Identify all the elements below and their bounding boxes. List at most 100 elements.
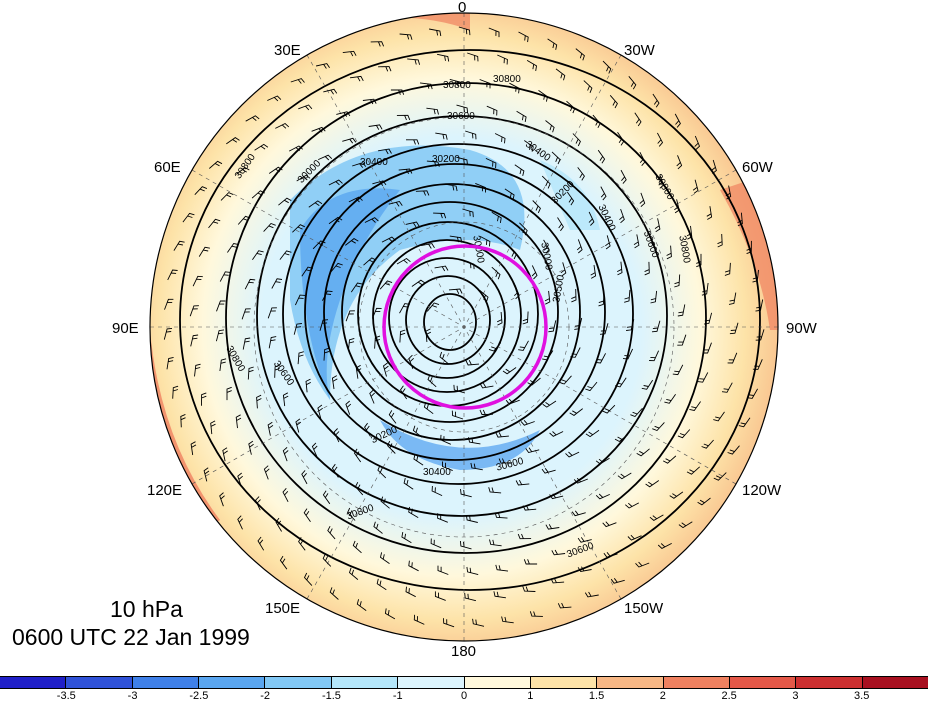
wind-barb xyxy=(388,410,397,424)
colorbar-tick-label: -3.5 xyxy=(56,690,76,702)
wind-barb xyxy=(491,211,502,223)
wind-barb xyxy=(252,250,264,261)
wind-barb xyxy=(242,337,251,350)
wind-barb xyxy=(545,120,555,133)
wind-barb xyxy=(318,154,333,161)
wind-barb xyxy=(237,215,251,225)
wind-barb xyxy=(311,442,318,457)
wind-barb xyxy=(527,377,541,386)
wind-barb xyxy=(407,58,421,65)
wind-barb xyxy=(522,586,536,592)
wind-barb xyxy=(652,422,665,432)
wind-barb xyxy=(293,323,302,335)
colorbar-cell xyxy=(729,677,797,688)
wind-barb xyxy=(374,335,381,349)
wind-barb xyxy=(354,481,364,496)
wind-barb xyxy=(182,212,195,223)
colorbar-cell xyxy=(199,677,266,688)
graticule xyxy=(150,13,778,641)
wind-barb xyxy=(222,447,228,462)
wind-barb xyxy=(406,139,420,145)
wind-barb xyxy=(529,611,543,617)
wind-barb xyxy=(641,379,654,390)
wind-barb xyxy=(437,565,449,575)
wind-barb xyxy=(288,145,303,152)
wind-barb xyxy=(571,288,577,303)
wind-barb xyxy=(551,151,561,165)
wind-barb xyxy=(322,290,333,301)
wind-barb xyxy=(368,124,383,130)
wind-barb xyxy=(515,479,530,486)
colorbar-cell xyxy=(530,677,598,688)
wind-barb xyxy=(650,290,658,304)
wind-barb xyxy=(518,31,529,43)
lon-label-90w: 90W xyxy=(786,320,817,337)
wind-barb xyxy=(577,167,585,181)
wind-barb xyxy=(706,206,713,220)
wind-barb xyxy=(654,218,661,233)
wind-barb xyxy=(298,104,313,111)
wind-barb xyxy=(387,440,396,454)
wind-barb xyxy=(208,218,221,229)
contour-label: 30600 xyxy=(447,111,475,122)
wind-barb xyxy=(610,578,625,584)
wind-barb xyxy=(548,320,557,333)
wind-barb xyxy=(531,265,538,280)
wind-barb xyxy=(295,418,302,433)
shaded-anomaly-field xyxy=(150,13,778,641)
wind-barb xyxy=(697,372,709,383)
contour-label: 30400 xyxy=(423,467,451,478)
wind-barb xyxy=(674,274,681,288)
wind-barb xyxy=(752,359,763,370)
wind-barb xyxy=(442,461,453,472)
wind-barb xyxy=(518,340,529,351)
wind-barb xyxy=(331,375,338,390)
wind-barb xyxy=(696,253,702,268)
wind-barb xyxy=(254,143,269,151)
wind-barb xyxy=(508,246,517,260)
wind-barb xyxy=(219,492,225,507)
wind-barb xyxy=(649,350,660,362)
wind-barb xyxy=(619,208,625,224)
wind-barb xyxy=(504,188,515,200)
wind-barb xyxy=(275,122,290,129)
colorbar-cell xyxy=(862,677,928,688)
wind-barb xyxy=(403,477,414,490)
wind-barb xyxy=(479,236,491,247)
wind-barb xyxy=(247,366,254,380)
wind-barb xyxy=(427,374,437,388)
wind-barb xyxy=(384,608,396,620)
wind-barb xyxy=(413,614,425,625)
wind-barb xyxy=(635,561,650,568)
wind-barb xyxy=(412,425,423,438)
colorbar-tick-label: 3.5 xyxy=(854,690,870,702)
wind-barb xyxy=(378,148,392,155)
wind-barb xyxy=(465,360,480,366)
height-contours xyxy=(179,49,761,591)
wind-barb xyxy=(377,465,387,479)
wind-barb xyxy=(349,75,364,82)
wind-barb xyxy=(555,68,566,81)
wind-barb xyxy=(362,98,377,105)
wind-barb xyxy=(426,107,439,115)
wind-barb xyxy=(493,591,506,599)
wind-barb xyxy=(373,521,383,534)
wind-barb xyxy=(345,238,359,246)
wind-barb xyxy=(347,507,356,521)
wind-barb xyxy=(702,342,712,354)
wind-barb xyxy=(353,448,362,463)
lon-label-30e: 30E xyxy=(274,42,301,59)
wind-barb xyxy=(290,78,305,84)
wind-barb xyxy=(423,402,434,415)
wind-barb xyxy=(426,160,440,167)
wind-barb xyxy=(459,540,472,550)
datetime-title: 0600 UTC 22 Jan 1999 xyxy=(12,624,250,650)
colorbar-cell xyxy=(663,677,730,688)
wind-barb xyxy=(557,217,564,232)
wind-barb xyxy=(588,211,595,226)
wind-barb xyxy=(333,428,340,443)
wind-barb xyxy=(678,521,693,529)
wind-barb xyxy=(327,525,336,540)
wind-barb xyxy=(167,269,178,281)
